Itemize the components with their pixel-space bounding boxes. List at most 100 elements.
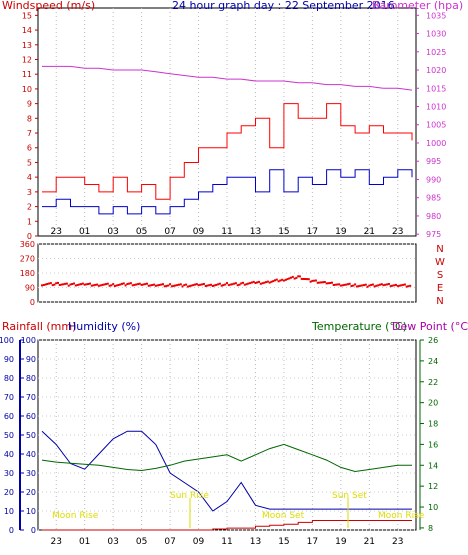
humidity-series-line [41, 430, 412, 512]
direction-point [176, 284, 179, 287]
wind-x-tick-label: 11 [221, 227, 232, 237]
direction-panel-frame [37, 243, 417, 303]
barometer-tick-label: 985 [426, 194, 441, 203]
direction-point [42, 284, 45, 286]
direction-point [270, 280, 273, 283]
direction-point [304, 278, 307, 280]
sun-moon-annotations: Moon Rise Sun Rise Moon Set Sun Set Moon… [52, 491, 425, 528]
direction-point [105, 283, 107, 286]
direction-point [121, 282, 123, 285]
direction-point [307, 278, 310, 281]
direction-tick-label: 180 [20, 269, 35, 278]
direction-point [195, 283, 198, 286]
direction-point [238, 283, 241, 286]
windspeed-tick-label: 7 [27, 129, 32, 138]
direction-point [227, 284, 230, 287]
direction-point [318, 281, 321, 284]
compass-letter: N [436, 244, 443, 255]
wind-panel-frame [37, 7, 417, 237]
rain-x-tick-label: 07 [164, 537, 175, 547]
direction-point [300, 277, 303, 280]
direction-point [370, 284, 373, 286]
barometer-tick-label: 995 [426, 157, 441, 166]
temperature-tick-label: 12 [428, 482, 438, 491]
direction-point [217, 283, 220, 286]
direction-point [202, 283, 205, 285]
direction-point [122, 282, 125, 285]
direction-point [309, 280, 312, 283]
direction-point [293, 277, 296, 280]
direction-ticks: 0 90 180 270 360 [20, 240, 35, 307]
direction-point [85, 283, 88, 286]
direction-point [188, 285, 191, 288]
windspeed-tick-label: 9 [27, 100, 32, 109]
direction-point [338, 283, 341, 286]
direction-point [167, 284, 170, 287]
direction-point [314, 279, 317, 282]
barometer-tick-label: 1005 [426, 121, 446, 130]
direction-point [357, 285, 360, 288]
direction-point [213, 284, 216, 287]
direction-point [297, 275, 300, 278]
direction-point [158, 284, 161, 286]
temperature-tick-label: 18 [428, 420, 438, 429]
rain-x-tick-label: 15 [278, 537, 289, 547]
rain-series-line [42, 520, 412, 531]
windspeed-axis-label: Windspeed (m/s) [2, 0, 95, 12]
rain-x-tick-label: 23 [51, 537, 62, 547]
direction-point [327, 282, 330, 285]
temperature-tick-label: 26 [428, 336, 438, 345]
rain-x-tick-label: 23 [392, 537, 403, 547]
rainfall-tick-label: 70 [4, 393, 14, 402]
direction-point [174, 284, 177, 287]
direction-point [331, 281, 333, 284]
avg_wind-series-line [42, 169, 413, 215]
wind-x-tick-label: 23 [392, 227, 403, 237]
direction-point [302, 278, 305, 280]
humidity-tick-label: 60 [26, 412, 36, 421]
direction-point [320, 281, 323, 284]
direction-point [391, 284, 394, 287]
direction-point [373, 285, 376, 288]
direction-point [119, 283, 122, 286]
barometer-series-line [42, 65, 413, 91]
direction-point [194, 283, 196, 286]
barometer-tick-label: 1020 [426, 66, 446, 75]
direction-point [124, 284, 127, 287]
direction-point [126, 283, 129, 285]
rainfall-tick-label: 30 [4, 469, 14, 478]
direction-point [89, 282, 91, 285]
direction-point [252, 280, 255, 283]
temperature-tick-label: 24 [428, 357, 438, 366]
direction-point [368, 284, 371, 287]
barometer-tick-label: 1035 [426, 11, 446, 20]
direction-point [240, 282, 243, 285]
rainfall-tick-label: 90 [4, 355, 14, 364]
direction-point [389, 285, 392, 288]
direction-point [133, 283, 136, 286]
direction-point [263, 281, 266, 284]
direction-point [99, 284, 102, 287]
direction-point [140, 283, 143, 286]
direction-point [229, 283, 232, 286]
direction-point [131, 284, 134, 287]
direction-point [236, 284, 239, 287]
direction-point [48, 282, 51, 285]
direction-point [73, 282, 75, 285]
direction-point [103, 283, 106, 286]
direction-point [142, 283, 145, 286]
direction-point [210, 283, 212, 286]
direction-point [163, 285, 166, 288]
wind-x-tick-label: 17 [307, 227, 318, 237]
rain-x-tick-label: 03 [107, 537, 118, 547]
direction-point [41, 284, 43, 287]
direction-point [190, 284, 193, 287]
compass-letter: N [436, 296, 443, 307]
humidity-tick-label: 0 [31, 526, 36, 535]
windspeed-tick-label: 2 [27, 203, 32, 212]
direction-point [284, 278, 287, 281]
rain-x-tick-label: 21 [364, 537, 375, 547]
gust-series-line [42, 103, 413, 200]
direction-point [409, 284, 412, 287]
direction-point [282, 279, 285, 282]
